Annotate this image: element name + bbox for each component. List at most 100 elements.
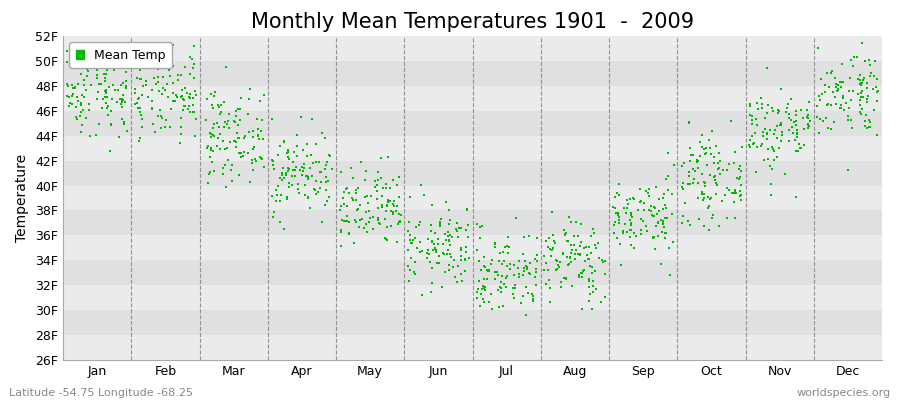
Point bbox=[166, 80, 181, 86]
Point bbox=[183, 109, 197, 115]
Point bbox=[442, 236, 456, 243]
Point bbox=[206, 125, 220, 132]
Point bbox=[538, 260, 553, 266]
Point bbox=[443, 217, 457, 223]
Point bbox=[864, 70, 878, 76]
Point bbox=[249, 158, 264, 164]
Point bbox=[139, 82, 153, 88]
Point bbox=[548, 239, 562, 246]
Point bbox=[229, 113, 243, 119]
Point bbox=[76, 94, 91, 100]
Point bbox=[218, 146, 232, 152]
Point bbox=[119, 68, 133, 75]
Point bbox=[813, 130, 827, 136]
Point bbox=[315, 130, 329, 136]
Point bbox=[213, 131, 228, 137]
Point bbox=[584, 250, 598, 256]
Point bbox=[289, 164, 303, 170]
Point bbox=[221, 111, 236, 117]
Point bbox=[548, 256, 562, 263]
Point bbox=[522, 232, 536, 239]
Point bbox=[62, 102, 77, 109]
Point bbox=[693, 153, 707, 160]
Point bbox=[182, 103, 196, 109]
Point bbox=[149, 60, 164, 66]
Point bbox=[595, 256, 609, 263]
Point bbox=[441, 267, 455, 274]
Point bbox=[861, 124, 876, 130]
Point bbox=[273, 219, 287, 226]
Point bbox=[303, 164, 318, 171]
Point bbox=[775, 128, 789, 135]
Point bbox=[133, 135, 148, 142]
Point bbox=[246, 146, 260, 152]
Point bbox=[287, 149, 302, 156]
Point bbox=[119, 83, 133, 90]
Point bbox=[285, 182, 300, 188]
Point bbox=[227, 118, 241, 124]
Point bbox=[362, 218, 376, 225]
Point bbox=[477, 254, 491, 260]
Point bbox=[574, 270, 589, 277]
Point bbox=[99, 87, 113, 93]
Point bbox=[132, 138, 147, 144]
Point bbox=[133, 76, 148, 82]
Point bbox=[818, 82, 832, 88]
Point bbox=[400, 246, 415, 253]
Point bbox=[658, 202, 672, 208]
Point bbox=[378, 216, 392, 222]
Point bbox=[246, 134, 260, 140]
Point bbox=[862, 116, 877, 123]
Point bbox=[624, 220, 638, 226]
Point bbox=[537, 267, 552, 273]
Point bbox=[771, 145, 786, 151]
Point bbox=[827, 119, 842, 126]
Point bbox=[405, 240, 419, 246]
Point bbox=[106, 82, 121, 88]
Point bbox=[386, 198, 400, 204]
Point bbox=[114, 101, 129, 107]
Point bbox=[96, 54, 111, 60]
Point bbox=[855, 106, 869, 112]
Point bbox=[352, 224, 366, 230]
Point bbox=[276, 175, 291, 181]
Point bbox=[447, 257, 462, 263]
Point bbox=[420, 247, 435, 253]
Point bbox=[552, 264, 566, 270]
Point bbox=[334, 242, 348, 249]
Point bbox=[526, 293, 541, 299]
Point bbox=[517, 234, 531, 240]
Point bbox=[770, 107, 785, 113]
Point bbox=[517, 267, 531, 274]
Point bbox=[454, 245, 468, 252]
Point bbox=[359, 221, 374, 227]
Point bbox=[340, 218, 355, 225]
Point bbox=[274, 170, 289, 176]
Point bbox=[202, 171, 216, 177]
Point bbox=[117, 119, 131, 125]
Point bbox=[810, 113, 824, 120]
Point bbox=[773, 122, 788, 128]
Point bbox=[853, 110, 868, 117]
Point bbox=[156, 85, 170, 92]
Point bbox=[662, 150, 676, 156]
Point bbox=[65, 93, 79, 100]
Point bbox=[572, 251, 587, 258]
Point bbox=[233, 117, 248, 124]
Point bbox=[374, 202, 389, 208]
Point bbox=[566, 232, 580, 239]
Point bbox=[801, 114, 815, 121]
Point bbox=[493, 284, 508, 290]
Point bbox=[449, 228, 464, 234]
Point bbox=[380, 236, 394, 243]
Point bbox=[241, 129, 256, 136]
Point bbox=[783, 116, 797, 123]
Point bbox=[702, 137, 716, 144]
Point bbox=[587, 229, 601, 236]
Point bbox=[432, 221, 446, 228]
Point bbox=[256, 136, 271, 142]
Point bbox=[706, 160, 721, 166]
Point bbox=[855, 40, 869, 46]
Point bbox=[709, 142, 724, 149]
Point bbox=[470, 289, 484, 295]
